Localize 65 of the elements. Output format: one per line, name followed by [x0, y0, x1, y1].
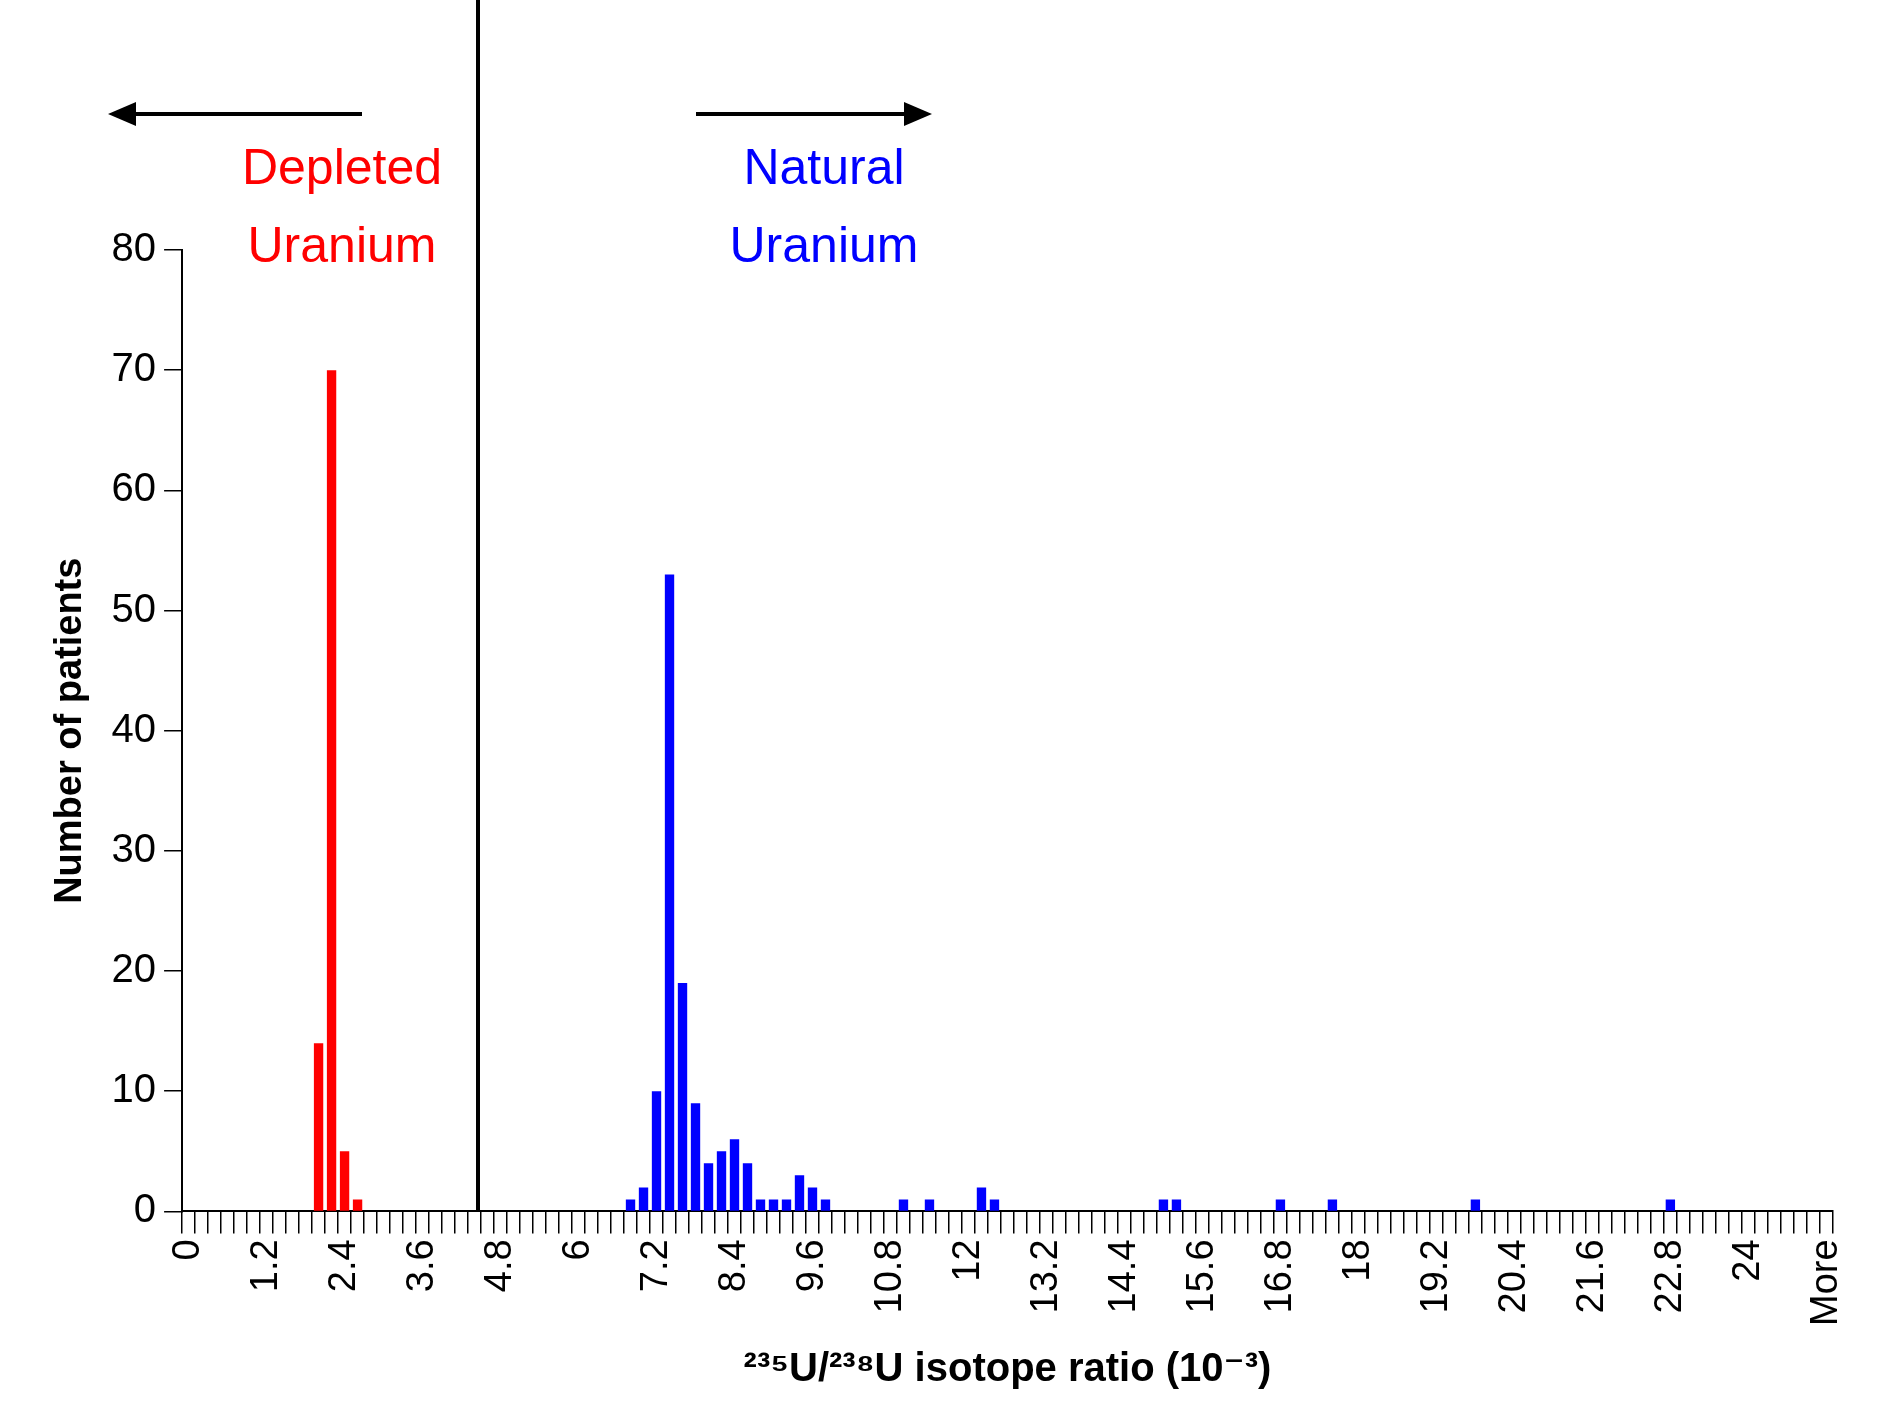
y-axis-title: Number of patients — [47, 557, 90, 904]
bar — [352, 1199, 363, 1211]
x-tick-label: 10.8 — [866, 1239, 909, 1314]
y-tick-label: 50 — [111, 585, 157, 630]
x-tick-label: 14.4 — [1100, 1239, 1143, 1314]
x-tick-label: 21.6 — [1568, 1239, 1611, 1314]
x-tick-label: 0 — [165, 1239, 208, 1261]
bar — [651, 1091, 662, 1211]
x-tick-label: 22.8 — [1646, 1239, 1689, 1314]
y-tick-label: 0 — [133, 1186, 157, 1231]
bar — [807, 1187, 818, 1211]
bar — [742, 1163, 753, 1211]
x-tick-label: 8.4 — [710, 1239, 753, 1293]
bar — [326, 370, 337, 1211]
x-tick-label: 15.6 — [1178, 1239, 1221, 1314]
bar — [313, 1043, 324, 1211]
bar — [1327, 1199, 1338, 1211]
bar — [755, 1199, 766, 1211]
x-tick-label: 6 — [555, 1239, 598, 1261]
y-tick-label: 30 — [111, 825, 157, 870]
bar — [820, 1199, 831, 1211]
bar — [924, 1199, 935, 1211]
bar — [677, 983, 688, 1211]
bar — [989, 1199, 1000, 1211]
bar — [1470, 1199, 1481, 1211]
x-tick-label: 20.4 — [1490, 1239, 1533, 1314]
x-tick-label: 18 — [1334, 1239, 1377, 1282]
x-tick-label: 13.2 — [1022, 1239, 1065, 1314]
bar — [339, 1151, 350, 1211]
y-tick-label: 80 — [111, 225, 157, 270]
x-tick-label: 9.6 — [788, 1239, 831, 1293]
bar — [1171, 1199, 1182, 1211]
x-tick-label: 2.4 — [321, 1239, 364, 1293]
y-tick-label: 10 — [111, 1066, 157, 1111]
bar — [716, 1151, 727, 1211]
bar — [794, 1175, 805, 1211]
x-tick-label: 4.8 — [477, 1239, 520, 1293]
bar — [703, 1163, 714, 1211]
bar — [898, 1199, 909, 1211]
x-tick-label: 19.2 — [1412, 1239, 1455, 1314]
annotation: Depleted Uranium — [240, 138, 444, 275]
bar — [690, 1103, 701, 1211]
bar — [664, 574, 675, 1211]
y-tick-label: 40 — [111, 705, 157, 750]
bar — [976, 1187, 987, 1211]
x-tick-label: 3.6 — [399, 1239, 442, 1293]
x-tick-label: More — [1802, 1239, 1845, 1326]
y-tick-label: 20 — [111, 946, 157, 991]
bar — [729, 1139, 740, 1211]
bar — [638, 1187, 649, 1211]
x-tick-label: 7.2 — [633, 1239, 676, 1293]
annotation: Natural Uranium — [728, 138, 920, 275]
x-tick-label: 24 — [1724, 1239, 1767, 1282]
bar — [1665, 1199, 1676, 1211]
x-tick-label: 16.8 — [1256, 1239, 1299, 1314]
x-tick-label: 12 — [944, 1239, 987, 1282]
x-axis-title: ²³⁵U/²³⁸U isotope ratio (10⁻³) — [743, 1345, 1272, 1390]
y-tick-label: 70 — [111, 345, 157, 390]
bar — [625, 1199, 636, 1211]
y-tick-label: 60 — [111, 465, 157, 510]
bar — [1158, 1199, 1169, 1211]
bar — [781, 1199, 792, 1211]
x-tick-label: 1.2 — [243, 1239, 286, 1293]
bar — [768, 1199, 779, 1211]
bar — [1275, 1199, 1286, 1211]
